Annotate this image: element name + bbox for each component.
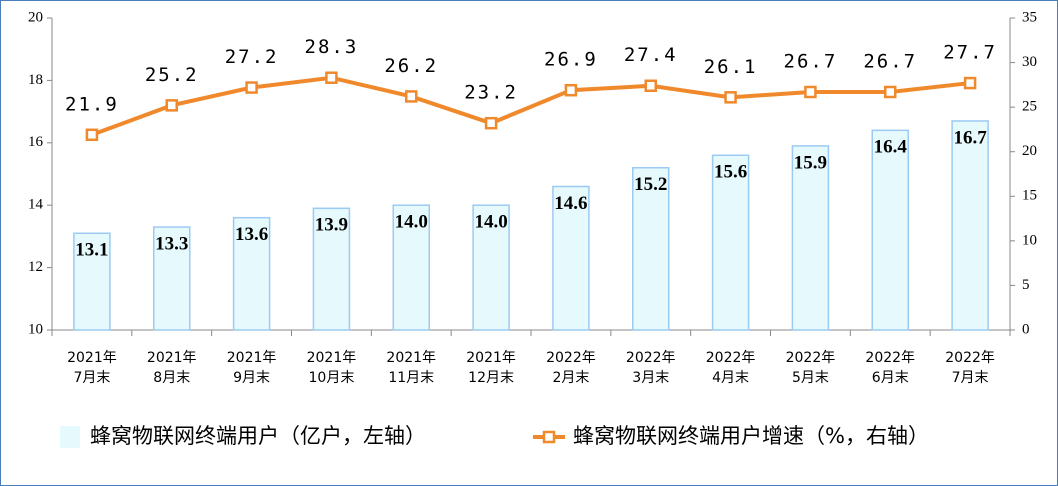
line-marker — [325, 71, 338, 84]
y2-tick-label: 20 — [1022, 143, 1037, 159]
y2-tick-label: 35 — [1022, 9, 1037, 25]
bar-value-label: 15.9 — [794, 152, 827, 173]
x-tick-label: 6月末 — [872, 370, 909, 386]
x-tick-label: 2022年 — [945, 350, 995, 366]
bar — [73, 232, 111, 331]
x-tick-label: 9月末 — [233, 370, 270, 386]
line-value-label: 26.2 — [384, 55, 438, 77]
line-marker — [245, 81, 258, 94]
x-tick-label: 2021年 — [466, 350, 516, 366]
bar-value-label: 14.0 — [395, 212, 428, 233]
line-value-label: 27.4 — [624, 44, 678, 66]
line-value-label: 27.2 — [225, 46, 279, 68]
y-tick-label: 10 — [28, 321, 43, 337]
line-marker — [963, 76, 977, 90]
legend-swatch — [60, 426, 80, 448]
bar — [153, 226, 191, 331]
x-tick-label: 2022年 — [786, 350, 836, 366]
line-value-label: 28.3 — [305, 36, 359, 58]
bar — [711, 154, 750, 331]
x-tick-label: 2022年 — [626, 350, 676, 366]
line-marker — [884, 85, 897, 99]
line-marker — [804, 85, 817, 99]
legend-label: 蜂窝物联网终端用户（亿户，左轴） — [90, 424, 426, 448]
x-tick-label: 2021年 — [67, 350, 117, 366]
bar — [552, 185, 590, 331]
x-tick-label: 2月末 — [552, 370, 589, 386]
line-value-label: 26.1 — [704, 56, 758, 78]
x-tick-label: 5月末 — [792, 370, 829, 386]
bar — [951, 120, 989, 331]
bar-value-label: 16.7 — [953, 127, 987, 148]
y2-tick-label: 10 — [1022, 232, 1037, 248]
y2-tick-label: 15 — [1022, 188, 1037, 204]
bar — [312, 207, 351, 331]
x-tick-label: 3月末 — [632, 370, 669, 386]
x-tick-label: 12月末 — [468, 370, 514, 386]
bar-value-label: 13.1 — [75, 240, 108, 261]
bar-value-label: 13.6 — [235, 224, 268, 245]
line-marker — [484, 116, 498, 130]
x-tick-label: 8月末 — [153, 370, 190, 386]
x-tick-label: 2021年 — [307, 350, 357, 366]
bar — [392, 204, 430, 331]
x-tick-label: 2022年 — [706, 350, 756, 366]
y-tick-label: 18 — [28, 72, 43, 88]
line-marker — [644, 79, 657, 92]
bar — [791, 145, 830, 331]
bar-value-label: 15.2 — [634, 174, 667, 195]
x-tick-label: 2021年 — [227, 350, 277, 366]
y-tick-label: 12 — [28, 259, 43, 275]
bar — [632, 167, 670, 331]
bar-value-label: 16.4 — [874, 137, 908, 158]
line-marker — [564, 83, 578, 97]
y2-tick-label: 0 — [1022, 321, 1030, 337]
line-value-label: 26.9 — [544, 49, 598, 71]
line-value-label: 25.2 — [145, 64, 199, 86]
x-tick-label: 7月末 — [952, 370, 989, 386]
bar-value-label: 14.6 — [554, 193, 587, 214]
line-value-label: 26.7 — [784, 50, 838, 72]
bar-value-label: 13.9 — [315, 215, 348, 236]
line-marker — [85, 128, 99, 142]
bar-value-label: 15.6 — [714, 162, 747, 183]
line-value-label: 26.7 — [863, 50, 917, 72]
x-tick-label: 7月末 — [73, 370, 110, 386]
x-tick-label: 2021年 — [386, 350, 436, 366]
y2-tick-label: 30 — [1022, 54, 1037, 70]
x-tick-label: 2022年 — [546, 350, 596, 366]
bar — [232, 216, 271, 331]
line-marker — [165, 99, 178, 112]
x-tick-label: 2022年 — [865, 350, 915, 366]
legend-label: 蜂窝物联网终端用户增速（%，右轴） — [573, 424, 929, 448]
bar — [472, 204, 510, 331]
x-tick-label: 11月末 — [388, 370, 434, 386]
y2-tick-label: 5 — [1022, 277, 1030, 293]
line-marker — [405, 90, 418, 103]
bar-value-label: 13.3 — [155, 233, 188, 254]
y-tick-label: 16 — [28, 134, 44, 150]
x-tick-label: 10月末 — [309, 370, 355, 386]
bar-value-label: 14.0 — [474, 212, 507, 233]
y-tick-label: 20 — [28, 9, 43, 25]
line — [91, 75, 971, 137]
x-tick-label: 2021年 — [147, 350, 197, 366]
y-tick-label: 14 — [28, 197, 44, 213]
line-value-label: 23.2 — [464, 82, 518, 104]
x-tick-label: 4月末 — [712, 370, 749, 386]
line-value-label: 21.9 — [65, 93, 119, 115]
y2-tick-label: 25 — [1022, 99, 1037, 115]
legend-swatch — [542, 430, 556, 444]
line-value-label: 27.7 — [943, 42, 997, 64]
bar — [871, 129, 909, 331]
line-marker — [724, 91, 737, 104]
